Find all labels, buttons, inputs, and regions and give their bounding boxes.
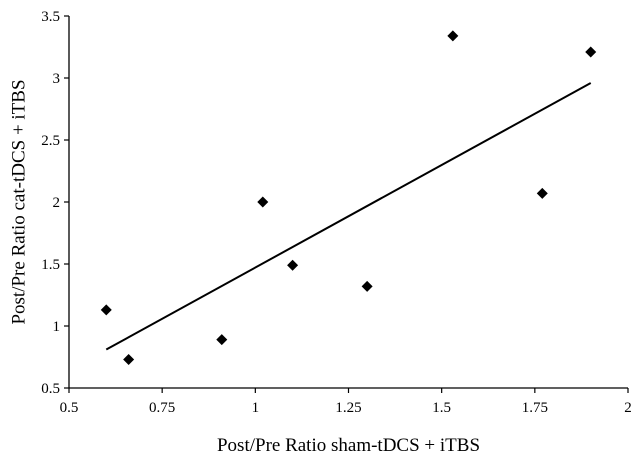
x-axis-ticks: 0.5 0.75 1 1.25 1.5 1.75 2 <box>60 388 632 416</box>
data-point-marker <box>257 196 269 208</box>
x-tick-label: 2 <box>624 400 632 416</box>
y-tick-label: 1 <box>53 319 61 335</box>
x-tick-label: 1 <box>252 400 260 416</box>
data-points <box>100 30 597 365</box>
y-tick-label: 3.5 <box>41 9 60 25</box>
data-point-marker <box>361 280 373 292</box>
trendline <box>105 82 592 351</box>
y-tick-label: 2.5 <box>41 133 60 149</box>
data-point-marker <box>447 30 459 42</box>
y-tick-label: 1.5 <box>41 257 60 273</box>
x-tick-label: 0.75 <box>149 400 175 416</box>
x-tick-label: 1.25 <box>335 400 361 416</box>
y-tick-label: 3 <box>53 71 61 87</box>
y-axis-title: Post/Pre Ratio cat-tDCS + iTBS <box>8 79 29 324</box>
data-point-marker <box>123 353 135 365</box>
y-tick-label: 2 <box>53 195 61 211</box>
x-tick-label: 1.75 <box>522 400 548 416</box>
data-point-marker <box>585 46 597 58</box>
data-point-marker <box>287 259 299 271</box>
x-tick-label: 1.5 <box>432 400 451 416</box>
y-axis-ticks: 0.5 1 1.5 2 2.5 3 3.5 <box>41 9 69 397</box>
y-tick-label: 0.5 <box>41 381 60 397</box>
data-point-marker <box>216 334 228 346</box>
data-point-marker <box>536 187 548 199</box>
x-axis-title: Post/Pre Ratio sham-tDCS + iTBS <box>217 435 480 456</box>
x-tick-label: 0.5 <box>60 400 79 416</box>
data-point-marker <box>100 304 112 316</box>
